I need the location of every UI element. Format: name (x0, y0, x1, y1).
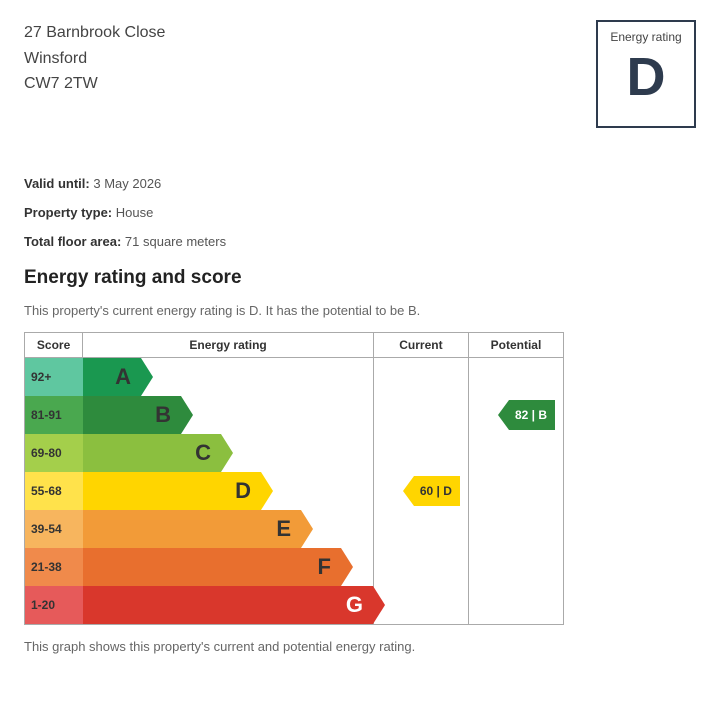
section-subtext: This property's current energy rating is… (24, 303, 696, 318)
band-bar: F (83, 548, 341, 586)
chart-footnote: This graph shows this property's current… (24, 639, 696, 654)
potential-marker: 82 | B (509, 400, 555, 430)
band-row: 92+A (25, 358, 373, 396)
current-column: 60 | D (374, 358, 468, 624)
col-rating: Energy rating (83, 333, 374, 358)
energy-rating-box: Energy rating D (596, 20, 696, 128)
band-score: 1-20 (25, 586, 83, 624)
address-line1: 27 Barnbrook Close (24, 20, 165, 46)
band-score: 55-68 (25, 472, 83, 510)
address-line2: Winsford (24, 46, 165, 72)
band-bar: G (83, 586, 373, 624)
floor-area-label: Total floor area: (24, 234, 121, 249)
bands-column: 92+A81-91B69-80C55-68D39-54E21-38F1-20G (25, 358, 373, 624)
valid-until-label: Valid until: (24, 176, 90, 191)
potential-column: 82 | B (469, 358, 563, 624)
property-address: 27 Barnbrook Close Winsford CW7 2TW (24, 20, 165, 97)
col-current: Current (374, 333, 469, 358)
section-heading: Energy rating and score (24, 267, 696, 289)
band-row: 69-80C (25, 434, 373, 472)
band-row: 21-38F (25, 548, 373, 586)
rating-box-label: Energy rating (610, 30, 681, 44)
band-bar: A (83, 358, 141, 396)
col-potential: Potential (468, 333, 563, 358)
band-score: 39-54 (25, 510, 83, 548)
property-type-value: House (116, 205, 154, 220)
band-score: 21-38 (25, 548, 83, 586)
band-score: 81-91 (25, 396, 83, 434)
col-score: Score (25, 333, 83, 358)
band-bar: E (83, 510, 301, 548)
epc-chart: Score Energy rating Current Potential 92… (24, 332, 564, 625)
property-type-label: Property type: (24, 205, 112, 220)
address-postcode: CW7 2TW (24, 71, 165, 97)
band-bar: C (83, 434, 221, 472)
band-row: 55-68D (25, 472, 373, 510)
current-marker: 60 | D (414, 476, 460, 506)
floor-area-value: 71 square meters (125, 234, 226, 249)
band-score: 92+ (25, 358, 83, 396)
property-meta: Valid until: 3 May 2026 Property type: H… (24, 176, 696, 249)
band-row: 1-20G (25, 586, 373, 624)
band-row: 81-91B (25, 396, 373, 434)
band-score: 69-80 (25, 434, 83, 472)
band-bar: B (83, 396, 181, 434)
band-row: 39-54E (25, 510, 373, 548)
band-bar: D (83, 472, 261, 510)
rating-box-letter: D (627, 48, 666, 107)
valid-until-value: 3 May 2026 (93, 176, 161, 191)
